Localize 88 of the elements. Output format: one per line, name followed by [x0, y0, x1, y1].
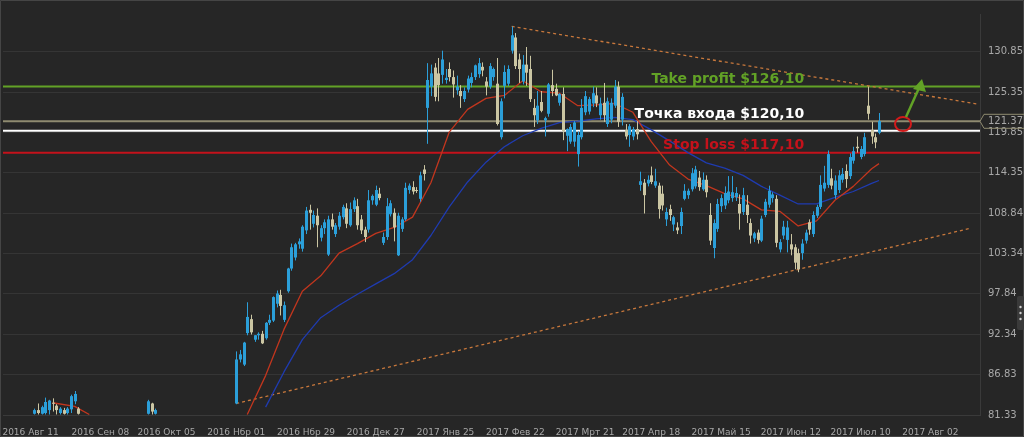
- candlestick: [595, 86, 598, 108]
- x-tick-label: 2016 Окт 05: [137, 426, 196, 437]
- x-tick-label: 2017 Янв 25: [416, 426, 475, 437]
- candlestick: [639, 171, 642, 192]
- candlestick: [316, 207, 319, 248]
- candlestick: [786, 220, 789, 253]
- x-tick-label: 2016 Дек 27: [346, 426, 405, 437]
- candlestick: [834, 174, 837, 200]
- candlestick: [782, 220, 785, 240]
- candlestick: [540, 90, 543, 113]
- candlestick: [636, 120, 639, 140]
- candlestick: [419, 171, 422, 203]
- candlestick: [691, 167, 694, 193]
- candlestick: [801, 238, 804, 261]
- y-tick-label: 92.34: [988, 327, 1017, 339]
- x-tick-label: 2016 Сен 08: [71, 426, 130, 437]
- y-tick-label: 114.35: [988, 166, 1023, 178]
- candlestick: [863, 132, 866, 157]
- x-tick-label: 2017 Июн 12: [760, 426, 821, 437]
- candlestick: [511, 25, 514, 55]
- candlestick: [742, 187, 745, 216]
- candlestick: [749, 218, 752, 245]
- candlestick: [621, 92, 624, 126]
- candlestick: [705, 174, 708, 198]
- candlestick: [643, 178, 646, 215]
- candlestick: [393, 207, 396, 242]
- candlestick: [349, 202, 352, 228]
- candlestick: [867, 86, 870, 121]
- x-tick-label: 2017 Май 15: [691, 426, 751, 437]
- candlestick: [606, 97, 609, 128]
- y-tick-label: 86.83: [988, 368, 1017, 380]
- candlestick: [246, 301, 249, 336]
- candlestick: [566, 127, 569, 152]
- candlestick: [592, 86, 595, 108]
- candlestick: [871, 121, 874, 145]
- candlestick: [797, 248, 800, 273]
- candlestick: [680, 207, 683, 235]
- candlestick: [522, 54, 525, 85]
- y-tick-label: 103.34: [988, 247, 1023, 259]
- candlestick: [283, 301, 286, 323]
- y-tick-label: 130.85: [988, 45, 1023, 57]
- x-tick-label: 2016 Авг 11: [2, 426, 59, 437]
- candlestick: [665, 207, 668, 227]
- x-tick-label: 2017 Авг 02: [902, 426, 959, 437]
- x-tick-label: 2017 Июл 10: [830, 426, 891, 437]
- candlestick: [551, 69, 554, 97]
- candlestick: [243, 341, 246, 367]
- candlestick: [485, 76, 488, 96]
- candlestick: [603, 82, 606, 123]
- candlestick: [702, 171, 705, 192]
- candlestick: [250, 314, 253, 336]
- y-tick-label: 121.37: [988, 114, 1023, 126]
- candlestick: [272, 295, 275, 323]
- candlestick: [698, 170, 701, 192]
- candlestick: [658, 182, 661, 220]
- candlestick: [459, 84, 462, 109]
- x-tick-label: 2016 Нбр 29: [276, 426, 336, 437]
- x-tick-label: 2017 Апр 18: [622, 426, 681, 437]
- x-tick-label: 2017 Мрт 21: [555, 426, 615, 437]
- candlestick: [746, 194, 749, 224]
- y-tick-label: 81.33: [988, 408, 1017, 420]
- candlestick: [845, 163, 848, 189]
- candlestick: [794, 243, 797, 270]
- candlestick: [70, 394, 73, 414]
- x-tick-label: 2017 Фев 22: [486, 426, 545, 437]
- candlestick: [661, 185, 664, 212]
- candlestick: [830, 168, 833, 190]
- candlestick: [878, 112, 881, 135]
- candlestick: [507, 64, 510, 87]
- candlestick: [448, 61, 451, 82]
- candlestick: [599, 97, 602, 121]
- candlestick: [731, 175, 734, 203]
- ref-line-label: Точка входа $120,10: [634, 105, 805, 122]
- y-tick-label: 108.84: [988, 206, 1023, 218]
- candlestick: [738, 193, 741, 231]
- candlestick: [533, 98, 536, 128]
- x-tick-label: 2016 Нбр 01: [207, 426, 266, 437]
- candlestick: [441, 50, 444, 85]
- y-tick-label: 97.84: [988, 287, 1017, 299]
- ref-line-label: Take profit $126,10: [651, 69, 805, 86]
- candlestick: [654, 168, 657, 189]
- y-tick-label: 125.35: [988, 85, 1023, 97]
- candlestick: [452, 69, 455, 99]
- candlestick: [503, 64, 506, 99]
- candlestick: [694, 165, 697, 190]
- candlestick: [536, 90, 539, 125]
- candlestick: [812, 210, 815, 238]
- y-tick-label: 119.85: [988, 126, 1023, 138]
